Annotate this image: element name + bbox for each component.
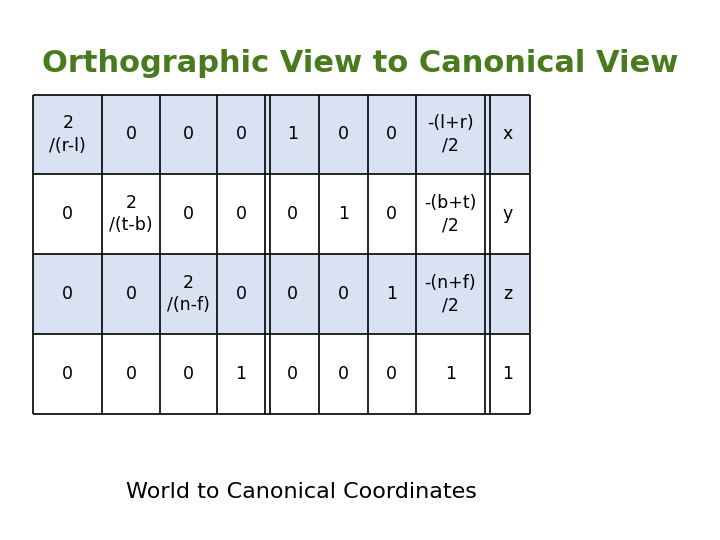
- Text: 0: 0: [235, 125, 246, 144]
- Bar: [265, 94, 320, 174]
- Text: 0: 0: [183, 125, 194, 144]
- Bar: [415, 174, 485, 254]
- Bar: [33, 334, 102, 414]
- Bar: [102, 94, 160, 174]
- Bar: [368, 174, 415, 254]
- Bar: [33, 174, 102, 254]
- Text: y: y: [503, 205, 513, 224]
- Bar: [33, 94, 102, 174]
- Text: 1: 1: [386, 285, 397, 303]
- Text: 0: 0: [287, 285, 298, 303]
- Text: Orthographic View to Canonical View: Orthographic View to Canonical View: [42, 49, 678, 78]
- Text: 0: 0: [63, 285, 73, 303]
- Text: 0: 0: [386, 205, 397, 224]
- Text: 2
/(n-f): 2 /(n-f): [167, 274, 210, 314]
- Text: 0: 0: [235, 285, 246, 303]
- Bar: [217, 174, 265, 254]
- Text: 0: 0: [235, 205, 246, 224]
- Text: 1: 1: [235, 365, 246, 383]
- Bar: [160, 94, 217, 174]
- Text: 0: 0: [125, 365, 137, 383]
- Bar: [415, 94, 485, 174]
- Bar: [102, 174, 160, 254]
- Bar: [102, 254, 160, 334]
- Text: 1: 1: [445, 365, 456, 383]
- Text: -(l+r)
/2: -(l+r) /2: [427, 114, 474, 154]
- Bar: [415, 334, 485, 414]
- Bar: [368, 94, 415, 174]
- Text: -(n+f)
/2: -(n+f) /2: [425, 274, 476, 314]
- Bar: [265, 254, 320, 334]
- Bar: [485, 334, 530, 414]
- Bar: [217, 334, 265, 414]
- Bar: [485, 94, 530, 174]
- Bar: [320, 334, 368, 414]
- Text: 0: 0: [125, 125, 137, 144]
- Bar: [485, 174, 530, 254]
- Bar: [320, 174, 368, 254]
- Bar: [33, 254, 102, 334]
- Text: 0: 0: [183, 205, 194, 224]
- Bar: [485, 254, 530, 334]
- Bar: [320, 94, 368, 174]
- Bar: [368, 254, 415, 334]
- Bar: [217, 94, 265, 174]
- Bar: [320, 254, 368, 334]
- Text: 0: 0: [183, 365, 194, 383]
- Text: 0: 0: [386, 125, 397, 144]
- Bar: [265, 334, 320, 414]
- Text: 0: 0: [287, 205, 298, 224]
- Text: 0: 0: [338, 365, 349, 383]
- Bar: [160, 254, 217, 334]
- Text: 0: 0: [287, 365, 298, 383]
- Bar: [160, 174, 217, 254]
- Bar: [160, 334, 217, 414]
- Text: 0: 0: [63, 205, 73, 224]
- Text: 1: 1: [502, 365, 513, 383]
- Bar: [368, 334, 415, 414]
- Text: 0: 0: [386, 365, 397, 383]
- Text: 1: 1: [287, 125, 298, 144]
- Text: 1: 1: [338, 205, 349, 224]
- Text: 0: 0: [63, 365, 73, 383]
- Text: z: z: [503, 285, 512, 303]
- Text: x: x: [503, 125, 513, 144]
- Text: -(b+t)
/2: -(b+t) /2: [424, 194, 477, 234]
- Text: 0: 0: [338, 285, 349, 303]
- Bar: [217, 254, 265, 334]
- Bar: [102, 334, 160, 414]
- Text: 0: 0: [125, 285, 137, 303]
- Text: 2
/(r-l): 2 /(r-l): [50, 114, 86, 154]
- Bar: [265, 174, 320, 254]
- Text: 0: 0: [338, 125, 349, 144]
- Text: 2
/(t-b): 2 /(t-b): [109, 194, 153, 234]
- Text: World to Canonical Coordinates: World to Canonical Coordinates: [126, 482, 477, 502]
- Bar: [415, 254, 485, 334]
